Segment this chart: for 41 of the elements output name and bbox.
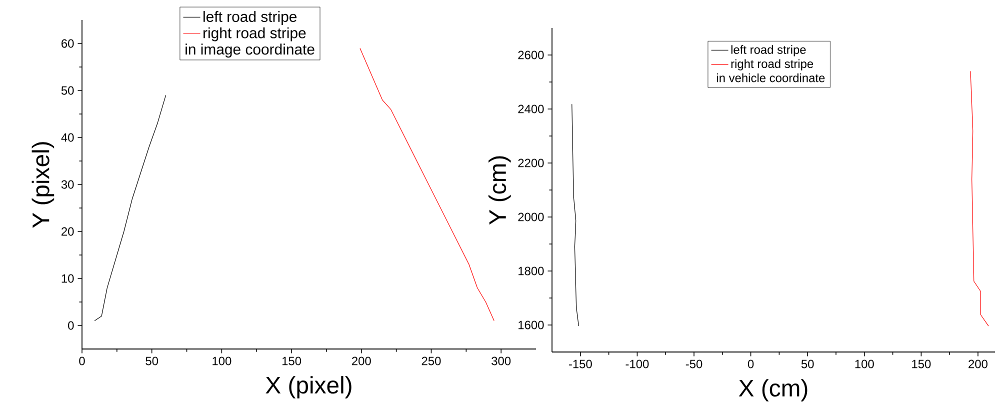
y-tick-label: 2000 <box>518 212 544 222</box>
x-tick-label: -150 <box>568 360 592 368</box>
line-series <box>970 70 989 326</box>
y-tick-label: 20 <box>62 227 74 236</box>
x-tick-label: 0 <box>79 356 85 366</box>
x-tick-label: 200 <box>968 360 988 368</box>
x-tick-label: 150 <box>912 360 931 368</box>
x-tick-label: -50 <box>686 360 702 368</box>
x-tick-label: 150 <box>282 356 302 366</box>
y-tick-label: 2200 <box>518 158 544 168</box>
y-tick-label: 2600 <box>518 50 544 60</box>
x-tick-label: 100 <box>855 360 874 368</box>
x-tick-label: 300 <box>492 356 511 366</box>
line-series <box>572 104 579 326</box>
x-tick-label: 0 <box>748 360 754 368</box>
line-series <box>94 94 166 322</box>
y-tick-label: 2400 <box>518 104 544 114</box>
y-axis-title: Y (cm) <box>488 156 511 225</box>
y-tick-label: 0 <box>68 321 74 330</box>
x-tick-label: 200 <box>352 356 371 366</box>
x-tick-label: 250 <box>422 356 441 366</box>
y-tick-label: 10 <box>62 274 74 283</box>
y-tick-label: 40 <box>61 133 74 142</box>
y-axis-title: Y (pixel) <box>32 142 54 228</box>
x-axis-title: X (pixel) <box>266 376 352 398</box>
y-tick-label: 1600 <box>518 320 544 330</box>
y-tick-label: 50 <box>61 86 74 95</box>
annotation: in image coordinate <box>186 44 314 58</box>
legend-label: right road stripe <box>731 59 814 70</box>
y-tick-label: 1800 <box>518 266 544 276</box>
legend-label: left road stripe <box>731 45 806 56</box>
y-tick-label: 30 <box>61 180 74 189</box>
x-tick-label: 50 <box>801 360 814 368</box>
x-tick-label: 100 <box>212 356 232 366</box>
legend-label: right road stripe <box>204 27 306 42</box>
y-tick-label: 60 <box>62 39 74 48</box>
legend-label: left road stripe <box>204 11 297 25</box>
x-tick-label: 50 <box>146 356 158 366</box>
annotation: in vehicle coordinate <box>717 73 825 82</box>
x-tick-label: -100 <box>626 360 649 368</box>
x-axis-title: X (cm) <box>738 379 808 402</box>
